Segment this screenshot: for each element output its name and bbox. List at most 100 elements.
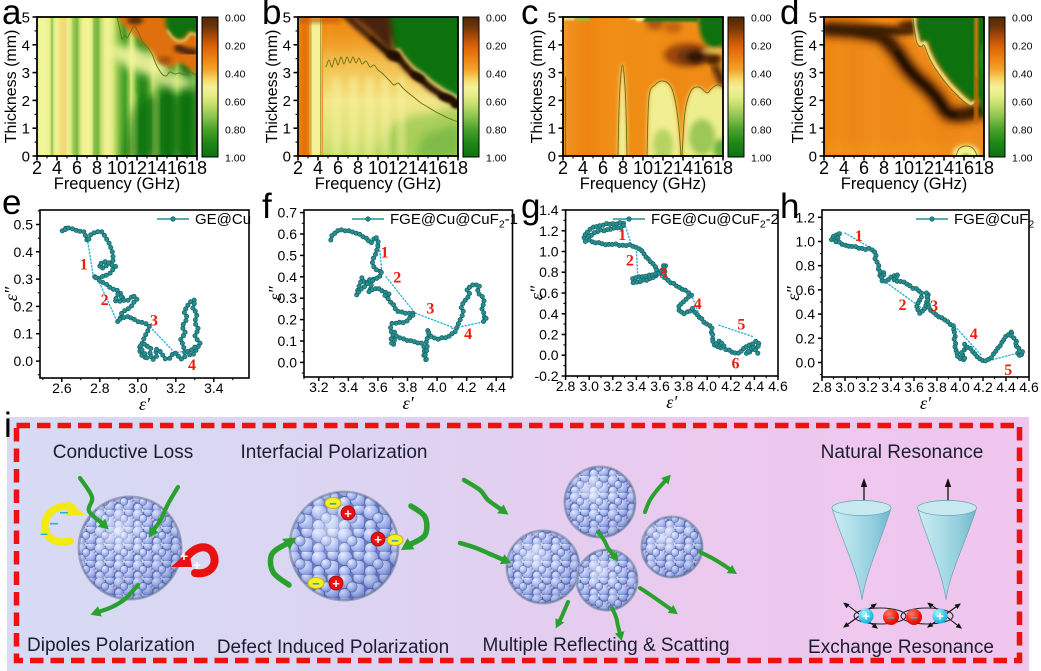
svg-text:+: + (332, 576, 340, 591)
svg-text:0.3: 0.3 (278, 290, 298, 306)
svg-text:4.4: 4.4 (486, 379, 506, 395)
svg-text:8: 8 (879, 158, 889, 178)
svg-text:10: 10 (894, 158, 914, 178)
svg-text:ε″: ε″ (527, 285, 547, 300)
svg-text:3: 3 (283, 65, 291, 82)
svg-text:4: 4 (52, 158, 62, 178)
svg-text:0.60: 0.60 (751, 97, 772, 109)
svg-text:1.00: 1.00 (751, 153, 772, 165)
svg-text:0.2: 0.2 (278, 312, 298, 328)
svg-text:b: b (262, 0, 281, 32)
svg-text:Exchange Resonance: Exchange Resonance (808, 637, 994, 658)
svg-text:0.6: 0.6 (796, 282, 816, 298)
svg-text:1.00: 1.00 (486, 153, 507, 165)
svg-text:Natural Resonance: Natural Resonance (821, 442, 984, 463)
svg-text:1: 1 (809, 121, 817, 138)
svg-text:+: + (193, 557, 201, 573)
svg-text:0.5: 0.5 (14, 217, 34, 233)
svg-text:Frequency (GHz): Frequency (GHz) (841, 175, 968, 193)
svg-text:4.2: 4.2 (973, 379, 993, 395)
svg-text:0.2: 0.2 (14, 298, 34, 314)
svg-text:Interfacial Polarization: Interfacial Polarization (241, 442, 428, 463)
svg-text:1: 1 (22, 121, 30, 138)
svg-text:12: 12 (127, 158, 147, 178)
svg-text:FGE@Cu@CuF2-2: FGE@Cu@CuF2-2 (651, 211, 779, 231)
svg-text:3.4: 3.4 (339, 379, 359, 395)
svg-text:0: 0 (809, 149, 817, 166)
svg-text:3.8: 3.8 (674, 378, 694, 394)
svg-text:3: 3 (660, 265, 668, 282)
svg-text:+: + (862, 609, 870, 624)
svg-text:6: 6 (333, 158, 343, 178)
svg-text:Thickness (mm): Thickness (mm) (264, 30, 281, 144)
svg-text:i: i (4, 406, 12, 445)
svg-text:1.2: 1.2 (796, 209, 816, 225)
svg-text:0.4: 0.4 (796, 306, 816, 322)
svg-text:ε″: ε″ (1, 286, 21, 301)
svg-text:12: 12 (653, 158, 673, 178)
svg-text:0.60: 0.60 (225, 97, 246, 109)
svg-text:2.8: 2.8 (556, 378, 576, 394)
svg-text:2: 2 (558, 158, 568, 178)
svg-text:–: – (40, 525, 48, 541)
svg-text:1.00: 1.00 (225, 153, 246, 165)
svg-text:0.40: 0.40 (486, 69, 507, 81)
svg-text:1: 1 (618, 227, 626, 244)
svg-text:4: 4 (839, 158, 849, 178)
svg-text:2.8: 2.8 (812, 379, 832, 395)
svg-text:0.80: 0.80 (486, 125, 507, 137)
svg-text:3.4: 3.4 (881, 379, 901, 395)
svg-text:+: + (180, 548, 188, 564)
svg-text:0.0: 0.0 (539, 347, 559, 363)
svg-text:14: 14 (147, 158, 167, 178)
svg-text:4.6: 4.6 (768, 378, 788, 394)
svg-text:6: 6 (598, 158, 608, 178)
svg-text:2: 2 (293, 158, 303, 178)
svg-text:5: 5 (548, 10, 556, 27)
svg-text:2: 2 (32, 158, 42, 178)
svg-text:Frequency (GHz): Frequency (GHz) (54, 175, 181, 193)
svg-text:0.7: 0.7 (278, 205, 298, 221)
svg-text:1.0: 1.0 (539, 244, 559, 260)
svg-text:0.00: 0.00 (225, 13, 246, 25)
svg-text:0.4: 0.4 (278, 269, 298, 285)
svg-text:4.4: 4.4 (996, 379, 1016, 395)
svg-text:–: – (50, 515, 59, 532)
svg-text:g: g (521, 187, 540, 226)
svg-text:d: d (780, 0, 799, 32)
svg-text:+: + (936, 609, 944, 624)
svg-text:ε″: ε″ (783, 286, 803, 301)
svg-text:–: – (887, 610, 894, 625)
svg-text:3.2: 3.2 (309, 379, 329, 395)
svg-text:4: 4 (970, 326, 978, 343)
svg-text:4.6: 4.6 (1019, 379, 1039, 395)
svg-text:3: 3 (809, 65, 817, 82)
svg-text:FGE@CuF2: FGE@CuF2 (954, 211, 1034, 231)
svg-text:0.2: 0.2 (796, 330, 816, 346)
svg-text:2: 2 (809, 93, 817, 110)
svg-text:3.6: 3.6 (904, 379, 924, 395)
svg-text:14: 14 (934, 158, 954, 178)
svg-text:Conductive Loss: Conductive Loss (53, 442, 193, 463)
svg-text:3: 3 (930, 298, 938, 315)
svg-text:0.00: 0.00 (486, 13, 507, 25)
svg-text:4.0: 4.0 (427, 379, 447, 395)
svg-text:–: – (60, 504, 69, 521)
svg-text:4: 4 (548, 37, 556, 54)
svg-text:0.1: 0.1 (14, 326, 34, 342)
svg-text:4.4: 4.4 (745, 378, 765, 394)
svg-text:0.00: 0.00 (751, 13, 772, 25)
svg-text:GE@Cu: GE@Cu (195, 211, 251, 228)
svg-text:4: 4 (809, 37, 817, 54)
svg-text:1: 1 (548, 121, 556, 138)
svg-text:0: 0 (548, 149, 556, 166)
svg-text:5: 5 (737, 317, 745, 334)
svg-text:–: – (910, 610, 917, 625)
svg-text:0.20: 0.20 (225, 41, 246, 53)
svg-text:ε′: ε′ (403, 393, 415, 413)
svg-text:FGE@Cu@CuF2-1: FGE@Cu@CuF2-1 (390, 211, 518, 231)
svg-text:4.0: 4.0 (950, 379, 970, 395)
svg-text:5: 5 (809, 10, 817, 27)
svg-text:–: – (312, 576, 319, 591)
svg-text:16: 16 (693, 158, 713, 178)
